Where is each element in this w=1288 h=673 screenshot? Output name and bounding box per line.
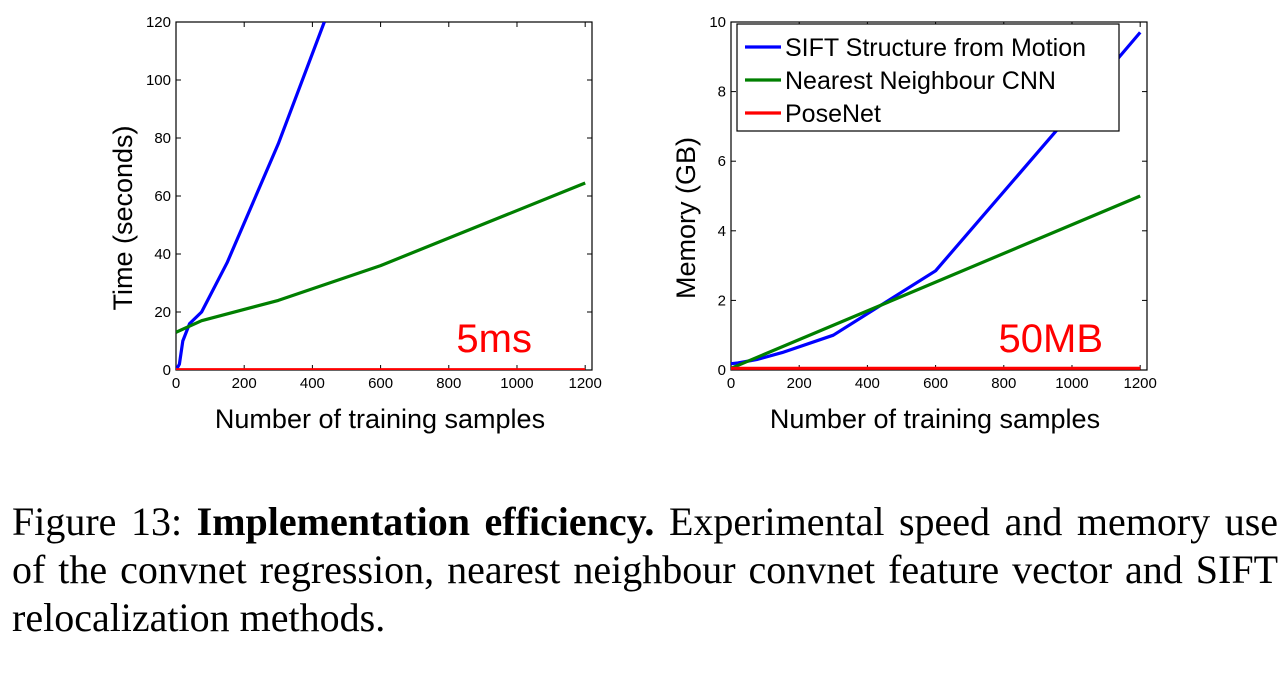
memory-chart-legend-label-posenet: PoseNet: [785, 100, 881, 128]
memory-chart-ytick-label: 0: [718, 362, 726, 379]
time-chart-series-nn-line: [176, 181, 586, 334]
memory-chart-series-nn-line: [731, 194, 1141, 370]
memory-chart-legend-label-nn: Nearest Neighbour CNN: [785, 67, 1056, 95]
memory-chart-xtick-label: 400: [855, 375, 880, 392]
memory-chart-ytick-label: 6: [718, 153, 726, 170]
time-chart-ytick-label: 60: [154, 188, 171, 205]
caption-bold: Implementation efficiency.: [196, 499, 655, 544]
time-chart-ytick-label: 120: [146, 14, 171, 31]
time-chart-xtick-label: 1200: [568, 375, 601, 392]
time-chart-annotation: 5ms: [456, 317, 532, 361]
time-chart-ytick-label: 40: [154, 246, 171, 263]
memory-chart-legend-label-sift: SIFT Structure from Motion: [785, 34, 1086, 62]
time-chart-ylabel: Time (seconds): [108, 125, 138, 310]
time-chart-ytick-label: 0: [163, 362, 171, 379]
memory-chart-legend-box: [736, 23, 1120, 132]
time-chart-ytick-label: 80: [154, 130, 171, 147]
memory-chart-ytick-label: 8: [718, 84, 726, 101]
memory-chart: 0 200 400 600 800 1000 1200 0 2 4 6 8 10 Number of tr…: [671, 14, 1157, 434]
memory-chart-ytick-label: 2: [718, 292, 726, 309]
time-chart-series-sift-line: [176, 22, 326, 370]
memory-chart-xtick-label: 1200: [1123, 375, 1156, 392]
time-chart: 0 200 400 600 800 1000 1200 0 20 40 60 80 100 120 Numb…: [108, 14, 602, 434]
memory-chart-xtick-label: 1000: [1055, 375, 1088, 392]
memory-chart-ytick-label: 4: [718, 223, 726, 240]
time-chart-xtick-label: 0: [172, 375, 180, 392]
caption-label: Figure 13:: [12, 499, 183, 544]
memory-chart-xtick-label: 800: [991, 375, 1016, 392]
memory-chart-xtick-label: 0: [727, 375, 735, 392]
memory-chart-axes-box: [730, 21, 1148, 371]
time-chart-xtick-label: 200: [232, 375, 257, 392]
figure-charts: 0 200 400 600 800 1000 1200020406080100120Numb…: [108, 14, 1157, 434]
memory-chart-legend: SIFT Structure from Motion Nearest Neighb…: [736, 23, 1120, 132]
time-chart-xtick-label: 1000: [500, 375, 533, 392]
memory-chart-xlabel: Number of training samples: [770, 404, 1100, 434]
memory-chart-ylabel: Memory (GB): [671, 137, 701, 299]
time-chart-xtick-label: 400: [300, 375, 325, 392]
time-chart-xlabel: Number of training samples: [215, 404, 545, 434]
memory-chart-xtick-label: 600: [923, 375, 948, 392]
caption-text: Experimental speed and memory use of the…: [12, 499, 1279, 640]
time-chart-ytick-label: 100: [146, 72, 171, 89]
memory-chart-xtick-label: 200: [787, 375, 812, 392]
figure-caption: Figure 13: Implementation efficiency. Ex…: [12, 498, 1278, 642]
time-chart-ytick-label: 20: [154, 304, 171, 321]
memory-chart-ytick-label: 10: [709, 14, 726, 31]
memory-chart-annotation: 50MB: [999, 317, 1104, 361]
time-chart-xtick-label: 800: [436, 375, 461, 392]
time-chart-xtick-label: 600: [368, 375, 393, 392]
